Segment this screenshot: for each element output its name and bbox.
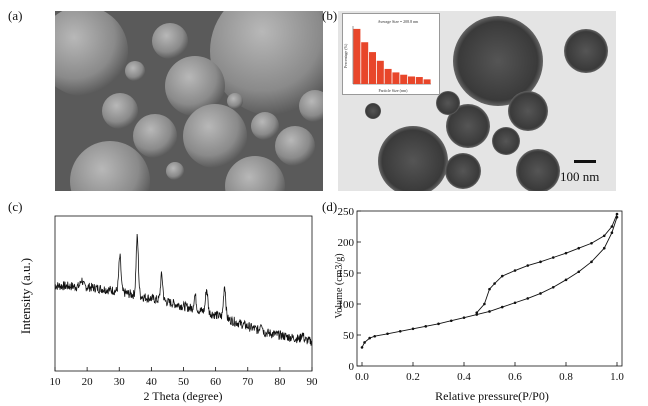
histogram-inset: Average Size = 208.8 nm Particle Size (n…	[342, 13, 440, 95]
bet-data-point	[483, 302, 486, 306]
histogram-bar	[408, 76, 415, 84]
xrd-frame	[54, 215, 313, 372]
bet-data-point	[500, 274, 504, 278]
histogram-bar	[400, 74, 408, 84]
histogram-bar	[423, 79, 431, 84]
xrd-ylabel: Intensity (a.u.)	[18, 258, 33, 334]
bet-data-point	[437, 322, 440, 326]
histogram-bar	[376, 60, 384, 84]
bet-y-tick-label: 150	[338, 268, 355, 280]
bet-data-point	[449, 319, 453, 323]
histogram-bar	[353, 28, 361, 84]
bet-data-point	[610, 225, 614, 228]
bet-y-tick-label: 100	[338, 299, 355, 311]
panel-a-label: (a)	[8, 8, 23, 23]
panel-d-label: (d)	[322, 199, 338, 214]
bet-x-tick-label: 0.4	[457, 371, 471, 383]
bet-x-tick-label: 0.0	[355, 371, 369, 383]
bet-data-point	[551, 285, 555, 289]
bet-data-point	[615, 212, 619, 216]
bet-data-point	[526, 297, 530, 300]
bet-data-point	[590, 241, 593, 245]
bet-y-tick-label: 0	[349, 361, 355, 373]
desorption-line	[476, 213, 618, 313]
xrd-pattern-line	[54, 233, 313, 346]
bet-y-tick-label: 200	[338, 237, 355, 249]
bet-data-point	[398, 329, 402, 333]
bet-data-point	[360, 346, 364, 349]
histogram-bar	[415, 77, 423, 84]
xrd-xlabel: 2 Theta (degree)	[143, 389, 222, 403]
bet-x-tick-label: 1.0	[610, 371, 624, 383]
bet-data-point	[539, 292, 542, 295]
bet-data-point	[424, 325, 428, 328]
bet-data-point	[500, 305, 504, 309]
bet-data-point	[526, 264, 530, 267]
bet-chart: 0.0 0.2 0.4 0.6 0.8 1.0 0 50 100 150 200 250 Relati…	[334, 206, 624, 403]
xrd-x-tick-label: 90	[307, 376, 319, 388]
bet-data-point	[513, 301, 517, 305]
bet-data-point	[539, 260, 542, 264]
bet-y-tick-label: 50	[343, 330, 355, 342]
bet-xlabel: Relative pressure(P/P0)	[435, 389, 549, 403]
xrd-x-tick-label: 30	[114, 376, 126, 388]
bet-data-point	[602, 234, 606, 238]
sem-spheres	[55, 11, 323, 191]
bet-data-point	[610, 231, 614, 234]
bet-y-tick-label: 250	[338, 206, 355, 218]
xrd-x-tick-label: 10	[50, 376, 62, 388]
bet-x-tick-label: 0.2	[406, 371, 420, 383]
bet-data-point	[373, 334, 377, 338]
xrd-x-tick-label: 80	[274, 376, 286, 388]
xrd-x-tick-label: 20	[82, 376, 94, 388]
bet-data-point	[386, 332, 389, 336]
histogram-bar	[384, 68, 392, 84]
scale-bar-label: 100 nm	[560, 169, 600, 184]
bet-data-point	[513, 269, 517, 272]
bet-data-point	[577, 270, 581, 274]
bet-data-point	[615, 215, 619, 219]
histogram-bar	[369, 52, 376, 84]
histogram-chart: Average Size = 208.8 nm Particle Size (n…	[343, 19, 431, 93]
xrd-x-tick-label: 50	[178, 376, 190, 388]
xrd-x-tick-label: 70	[242, 376, 254, 388]
histogram-bar	[392, 72, 400, 84]
bet-data-point	[564, 251, 568, 255]
bet-data-point	[602, 246, 606, 250]
bet-data-point	[411, 327, 415, 331]
bet-x-tick-label: 0.6	[508, 371, 522, 383]
bet-ylabel: Volume (cm3/g)	[334, 253, 345, 318]
histogram-ylabel: Percentage (%)	[343, 43, 348, 68]
bet-data-point	[551, 256, 555, 259]
bet-data-point	[590, 260, 593, 264]
bet-data-point	[462, 316, 466, 319]
bet-data-point	[488, 310, 491, 313]
histogram-title: Average Size = 208.8 nm	[378, 19, 419, 24]
xrd-x-tick-label: 60	[210, 376, 222, 388]
histogram-xlabel: Particle Size (nm)	[379, 88, 409, 93]
sem-image	[55, 11, 323, 191]
tem-image: Average Size = 208.8 nm Particle Size (n…	[338, 11, 616, 191]
panel-c-label: (c)	[8, 199, 23, 214]
bet-data-point	[475, 313, 479, 316]
bet-data-point	[493, 282, 496, 285]
bet-frame	[356, 210, 623, 367]
bet-data-point	[564, 278, 568, 282]
xrd-chart: 10 20 30 40 50 60 70 80 90 2 Theta (degree) Inte…	[18, 215, 319, 403]
bet-data-point	[368, 336, 371, 340]
bet-data-point	[488, 287, 491, 291]
bet-x-tick-label: 0.8	[559, 371, 573, 383]
bet-data-point	[363, 341, 366, 344]
bet-data-point	[577, 246, 581, 250]
bet-data-point	[475, 311, 479, 314]
xrd-x-tick-label: 40	[146, 376, 158, 388]
scale-bar	[574, 160, 596, 163]
panel-b-label: (b)	[322, 8, 338, 23]
histogram-bar	[361, 42, 369, 84]
adsorption-line	[361, 217, 618, 348]
